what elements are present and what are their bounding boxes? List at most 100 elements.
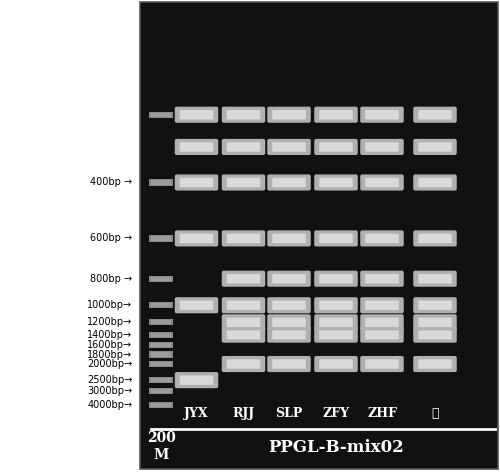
FancyBboxPatch shape [314,356,358,372]
FancyBboxPatch shape [360,314,404,330]
Text: 800bp →: 800bp → [90,273,132,284]
Text: 400bp →: 400bp → [90,177,132,188]
FancyBboxPatch shape [272,274,306,283]
FancyBboxPatch shape [175,139,218,155]
FancyBboxPatch shape [180,301,214,310]
FancyBboxPatch shape [413,297,457,313]
Bar [149,302,173,309]
Text: M: M [154,448,168,462]
FancyBboxPatch shape [175,230,218,246]
FancyBboxPatch shape [320,359,353,369]
Bar [149,388,173,394]
Text: 2000bp→: 2000bp→ [88,359,132,369]
FancyBboxPatch shape [175,107,218,123]
Text: 空: 空 [431,407,439,420]
FancyBboxPatch shape [314,314,358,330]
FancyBboxPatch shape [180,110,214,119]
FancyBboxPatch shape [180,234,214,243]
FancyBboxPatch shape [272,359,306,369]
FancyBboxPatch shape [360,327,404,343]
FancyBboxPatch shape [227,318,260,327]
FancyBboxPatch shape [413,230,457,246]
FancyBboxPatch shape [360,230,404,246]
FancyBboxPatch shape [320,301,353,310]
Bar [151,403,171,408]
FancyBboxPatch shape [180,178,214,187]
FancyBboxPatch shape [227,234,260,243]
FancyBboxPatch shape [418,330,452,339]
FancyBboxPatch shape [267,139,310,155]
FancyBboxPatch shape [314,230,358,246]
FancyBboxPatch shape [365,110,399,119]
FancyBboxPatch shape [365,318,399,327]
FancyBboxPatch shape [222,230,265,246]
Bar [151,112,171,117]
Text: 600bp →: 600bp → [90,233,132,244]
FancyBboxPatch shape [360,139,404,155]
Bar [151,362,171,366]
FancyBboxPatch shape [267,297,310,313]
FancyBboxPatch shape [314,139,358,155]
Text: 1800bp→: 1800bp→ [88,349,132,360]
Bar [149,236,173,242]
FancyBboxPatch shape [418,234,452,243]
FancyBboxPatch shape [418,359,452,369]
FancyBboxPatch shape [413,107,457,123]
FancyBboxPatch shape [413,356,457,372]
Bar [140,2,498,469]
FancyBboxPatch shape [418,142,452,152]
FancyBboxPatch shape [360,271,404,287]
FancyBboxPatch shape [320,318,353,327]
FancyBboxPatch shape [413,174,457,191]
FancyBboxPatch shape [314,327,358,343]
Text: 4000bp→: 4000bp→ [88,400,132,410]
Bar [151,320,171,325]
Bar [149,276,173,282]
FancyBboxPatch shape [418,178,452,187]
FancyBboxPatch shape [267,327,310,343]
FancyBboxPatch shape [365,234,399,243]
FancyBboxPatch shape [222,107,265,123]
FancyBboxPatch shape [320,274,353,283]
FancyBboxPatch shape [272,142,306,152]
FancyBboxPatch shape [227,142,260,152]
Bar [149,377,173,383]
Bar [149,112,173,118]
FancyBboxPatch shape [320,234,353,243]
FancyBboxPatch shape [413,314,457,330]
Text: 200: 200 [146,431,176,446]
FancyBboxPatch shape [320,330,353,339]
Text: 1000bp→: 1000bp→ [88,300,132,310]
Bar [149,319,173,326]
Text: ZHF: ZHF [367,407,397,420]
FancyBboxPatch shape [227,359,260,369]
FancyBboxPatch shape [267,107,310,123]
FancyBboxPatch shape [272,234,306,243]
FancyBboxPatch shape [314,297,358,313]
FancyBboxPatch shape [418,318,452,327]
FancyBboxPatch shape [272,330,306,339]
Bar [149,352,173,357]
FancyBboxPatch shape [418,301,452,310]
Text: SLP: SLP [276,407,302,420]
FancyBboxPatch shape [365,301,399,310]
FancyBboxPatch shape [365,274,399,283]
Text: JYX: JYX [184,407,209,420]
FancyBboxPatch shape [222,314,265,330]
FancyBboxPatch shape [314,107,358,123]
FancyBboxPatch shape [222,271,265,287]
FancyBboxPatch shape [365,178,399,187]
Text: 1200bp→: 1200bp→ [88,317,132,328]
FancyBboxPatch shape [222,327,265,343]
FancyBboxPatch shape [227,110,260,119]
FancyBboxPatch shape [413,327,457,343]
FancyBboxPatch shape [413,139,457,155]
Text: 1600bp→: 1600bp→ [88,340,132,350]
FancyBboxPatch shape [267,314,310,330]
FancyBboxPatch shape [267,230,310,246]
FancyBboxPatch shape [175,297,218,313]
FancyBboxPatch shape [360,297,404,313]
Text: 1400bp→: 1400bp→ [88,329,132,340]
FancyBboxPatch shape [360,174,404,191]
FancyBboxPatch shape [180,375,214,385]
